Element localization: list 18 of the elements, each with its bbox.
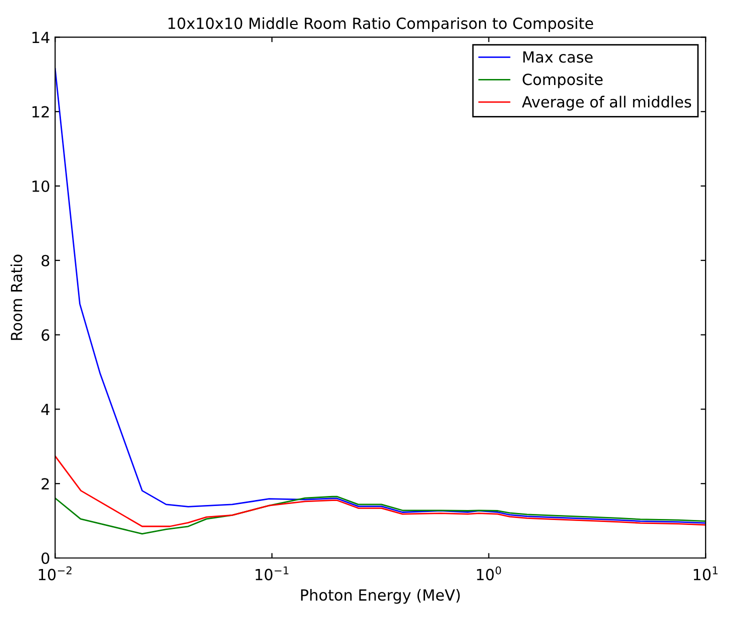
legend-label: Average of all middles (522, 96, 692, 111)
y-axis-title: Room Ratio (10, 254, 22, 340)
y-tick-label: 0 (42, 552, 50, 564)
legend-label: Max case (523, 51, 593, 63)
y-tick-label: 6 (42, 329, 50, 341)
x-tick-label: 10$^{0}$ (477, 566, 502, 580)
y-tick-label: 2 (42, 478, 49, 490)
x-tick-label: 10$^{−2}$ (38, 566, 72, 580)
y-tick-label: 14 (32, 32, 50, 44)
x-tick-label: 10$^{−1}$ (256, 566, 288, 580)
y-tick-label: 12 (32, 106, 49, 118)
x-axis-title: Photon Energy (MeV) (301, 588, 460, 604)
y-tick-label: 10 (32, 180, 50, 192)
x-tick-label: 10$^{1}$ (694, 566, 718, 580)
y-tick-label: 4 (41, 404, 50, 416)
chart-title: 10x10x10 Middle Room Ratio Comparison to Composite (168, 17, 594, 32)
y-tick-label: 8 (42, 254, 50, 266)
legend-label: Composite (522, 73, 603, 88)
